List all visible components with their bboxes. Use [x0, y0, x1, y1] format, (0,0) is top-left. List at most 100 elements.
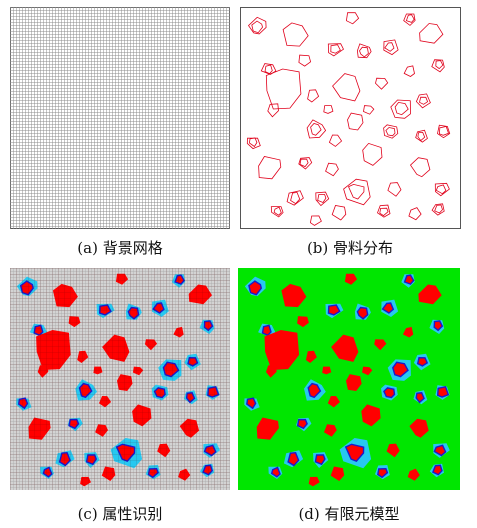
aggregate-core	[153, 387, 166, 399]
aggregate-element	[179, 418, 200, 438]
aggregate-element	[95, 424, 108, 437]
aggregate-core	[381, 302, 395, 314]
aggregate-core	[392, 361, 409, 378]
aggregate-core	[270, 466, 281, 478]
aggregate-outline	[247, 16, 267, 35]
aggregate-element	[157, 443, 171, 458]
aggregate-outline	[362, 142, 383, 166]
aggregate-element	[402, 326, 414, 338]
aggregate-outline	[431, 59, 445, 73]
aggregate-inner-outline	[251, 20, 263, 34]
aggregate-element	[256, 417, 279, 440]
aggregate-core	[261, 324, 272, 337]
aggregate-element	[178, 468, 191, 481]
aggregate-core	[98, 304, 112, 316]
aggregate-core	[314, 454, 326, 466]
aggregate-core	[356, 306, 369, 320]
aggregate-core	[203, 444, 217, 457]
aggregate-element	[93, 366, 103, 375]
aggregate-element	[266, 364, 277, 378]
mesh-overlay	[10, 268, 230, 490]
aggregate-core	[33, 324, 44, 337]
aggregate-outline	[246, 137, 261, 150]
aggregate-distribution-figure	[240, 7, 461, 229]
aggregate-outline	[403, 65, 415, 77]
caption-d: (d) 有限元模型	[298, 505, 400, 523]
aggregate-outline	[328, 134, 343, 147]
aggregate-inner-outline	[359, 46, 369, 58]
aggregate-outline	[415, 129, 428, 143]
aggregate-outline	[437, 124, 451, 139]
aggregate-core	[377, 467, 389, 479]
aggregate-outline	[408, 207, 422, 221]
background-mesh-figure	[10, 7, 230, 229]
aggregate-inner-outline	[417, 131, 426, 142]
caption-c: (c) 属性识别	[77, 505, 163, 523]
aggregate-core	[78, 382, 93, 399]
aggregate-core	[58, 451, 71, 467]
aggregate-outline	[383, 39, 399, 56]
aggregate-element	[330, 466, 345, 481]
aggregate-element	[324, 424, 337, 437]
aggregate-outline	[331, 205, 347, 221]
aggregate-outline	[343, 178, 371, 206]
aggregate-outline	[356, 43, 372, 59]
aggregate-core	[416, 356, 429, 367]
aggregate-outline	[419, 23, 444, 44]
aggregate-element	[188, 284, 212, 305]
aggregate-element	[173, 326, 184, 338]
aggregate-element	[281, 283, 307, 308]
aggregate-outline	[258, 156, 282, 180]
aggregate-outline	[415, 93, 431, 109]
aggregate-core	[436, 385, 450, 398]
aggregate-element	[52, 283, 78, 308]
aggregate-element	[80, 476, 91, 487]
aggregate-element	[297, 316, 309, 328]
aggregate-inner-outline	[317, 194, 327, 203]
aggregate-core	[307, 382, 322, 399]
aggregate-outline	[298, 157, 313, 170]
aggregate-element	[115, 273, 129, 285]
aggregate-outline	[390, 99, 411, 119]
aggregate-element	[37, 364, 49, 378]
aggregate-inner-outline	[248, 137, 258, 148]
caption-a: (a) 背景网格	[77, 239, 163, 257]
aggregate-element	[344, 273, 358, 285]
aggregate-core	[403, 274, 415, 285]
aggregate-element	[144, 339, 158, 351]
property-identification-figure	[10, 268, 230, 490]
aggregate-element	[132, 404, 152, 427]
aggregate-outline	[265, 68, 302, 110]
aggregate-element	[77, 350, 89, 363]
aggregate-outline	[306, 119, 327, 139]
aggregate-element	[327, 396, 340, 408]
aggregate-core	[174, 274, 185, 285]
aggregate-core	[68, 418, 80, 430]
aggregate-element	[322, 366, 332, 375]
aggregate-outline	[434, 182, 450, 197]
aggregate-outline	[282, 22, 309, 47]
aggregate-core	[147, 467, 159, 479]
aggregate-inner-outline	[435, 184, 447, 195]
aggregate-core	[296, 418, 308, 430]
aggregate-inner-outline	[405, 14, 415, 23]
aggregate-element	[68, 316, 81, 328]
aggregate-outline	[377, 204, 391, 218]
aggregate-core	[115, 443, 136, 463]
aggregate-inner-outline	[299, 158, 309, 168]
aggregate-core	[127, 306, 140, 320]
aggregate-inner-outline	[290, 192, 301, 205]
aggregate-core	[248, 280, 263, 296]
aggregate-outline	[270, 206, 284, 218]
aggregate-element	[101, 466, 116, 481]
aggregate-element	[264, 330, 300, 370]
aggregate-core	[17, 397, 29, 410]
panel-finite-element-model	[238, 268, 460, 490]
aggregate-outline	[383, 124, 399, 139]
aggregate-inner-outline	[330, 44, 341, 54]
aggregate-core	[246, 397, 257, 410]
aggregate-inner-outline	[384, 42, 395, 52]
aggregate-outline	[375, 77, 389, 90]
aggregate-element	[99, 396, 112, 408]
aggregate-inner-outline	[419, 96, 429, 105]
